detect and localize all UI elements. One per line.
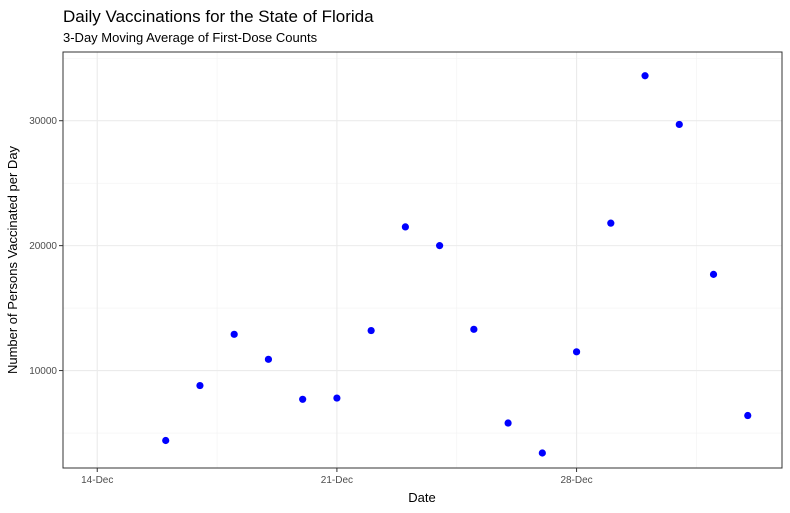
x-tick-label: 14-Dec	[81, 475, 113, 486]
y-tick-label: 10000	[29, 366, 57, 377]
data-point	[538, 449, 546, 457]
data-point	[607, 219, 615, 227]
data-point	[196, 381, 204, 390]
plot-border	[62, 51, 783, 469]
data-point	[744, 411, 752, 420]
data-point	[264, 355, 273, 363]
data-point	[504, 419, 512, 427]
data-point	[572, 348, 581, 356]
data-point	[333, 394, 341, 402]
x-axis: 14-Dec 21-Dec 28-Dec	[81, 468, 593, 486]
x-tick-label: 21-Dec	[321, 475, 353, 486]
x-axis-title: Date	[408, 490, 435, 505]
data-point	[641, 72, 649, 80]
data-point	[436, 242, 444, 250]
data-point	[675, 120, 683, 129]
grid-minor	[63, 52, 782, 468]
data-points	[162, 72, 752, 457]
y-tick-label: 30000	[29, 116, 57, 127]
x-tick-label: 28-Dec	[560, 475, 592, 486]
data-point	[709, 270, 718, 278]
y-axis-title: Number of Persons Vaccinated per Day	[5, 145, 20, 374]
y-axis: 10000 20000 30000	[29, 116, 63, 377]
plot-panel	[63, 52, 782, 468]
y-tick-label: 20000	[29, 241, 57, 252]
data-point	[230, 330, 238, 338]
data-point	[299, 395, 307, 403]
data-point	[401, 223, 409, 231]
data-point	[162, 436, 170, 445]
chart-subtitle: 3-Day Moving Average of First-Dose Count…	[63, 30, 318, 45]
data-point	[367, 326, 375, 335]
chart-title: Daily Vaccinations for the State of Flor…	[63, 7, 374, 26]
data-point	[470, 325, 478, 333]
